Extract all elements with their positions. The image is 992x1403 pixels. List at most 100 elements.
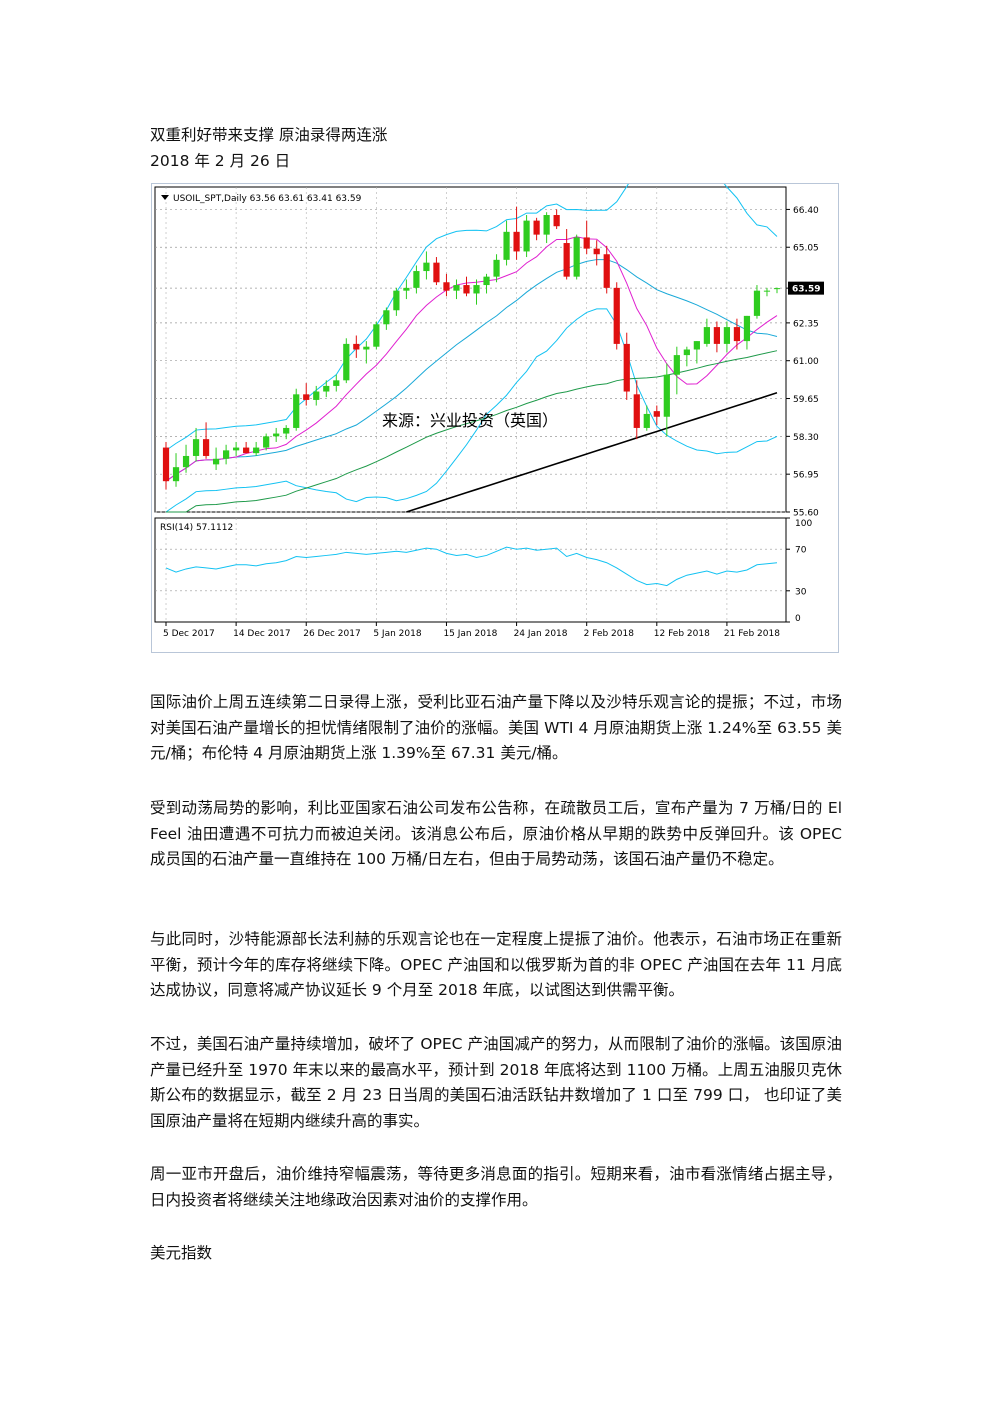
bollinger-upper-line bbox=[165, 184, 778, 451]
candle-body bbox=[603, 254, 610, 288]
price-tick-label: 59.65 bbox=[793, 395, 819, 405]
candle-body bbox=[673, 355, 680, 375]
price-chart: 66.40 65.05 62.35 61.00 59.65 58.30 56.95 55.60… bbox=[151, 183, 839, 653]
candle-body bbox=[453, 285, 460, 291]
candle-body bbox=[403, 287, 410, 291]
candle-body bbox=[443, 282, 450, 291]
candle-body bbox=[623, 343, 630, 392]
candle-body bbox=[663, 374, 670, 417]
date-tick-label: 12 Feb 2018 bbox=[654, 629, 710, 639]
candle-body bbox=[463, 285, 470, 294]
date-tick-label: 21 Feb 2018 bbox=[724, 629, 780, 639]
paragraph: 与此同时，沙特能源部长法利赫的乐观言论也在一定程度上提振了油价。他表示，石油市场… bbox=[150, 930, 842, 999]
candle-body bbox=[202, 439, 210, 456]
price-tick-label: 58.30 bbox=[793, 433, 819, 443]
paragraph: 周一亚市开盘后，油价维持窄幅震荡，等待更多消息面的指引。短期来看，油市看涨情绪占… bbox=[150, 1165, 842, 1209]
date-tick-label: 24 Jan 2018 bbox=[514, 629, 568, 639]
candle-body bbox=[172, 467, 180, 482]
candle-body bbox=[643, 413, 650, 428]
candle-body bbox=[253, 447, 260, 454]
candle-body bbox=[583, 237, 590, 249]
chart-watermark: 来源：兴业投资（英国） bbox=[382, 411, 558, 430]
candle-body bbox=[333, 380, 340, 386]
candle-body bbox=[543, 215, 550, 235]
date-tick-label: 5 Jan 2018 bbox=[373, 629, 421, 639]
candle-body bbox=[513, 231, 520, 252]
candle-body bbox=[703, 327, 710, 344]
candle-body bbox=[753, 290, 761, 316]
candle-body bbox=[212, 458, 220, 465]
candle-body bbox=[243, 447, 250, 454]
section-heading: 美元指数 bbox=[150, 1244, 213, 1262]
paragraph: 受到动荡局势的影响，利比亚国家石油公司发布公告称，在疏散员工后，宣布产量为 7 … bbox=[150, 799, 842, 868]
candle-body bbox=[563, 243, 570, 277]
candle-body bbox=[383, 310, 390, 325]
price-tick-label: 55.60 bbox=[793, 509, 819, 519]
candle-body bbox=[773, 288, 781, 290]
candle-body bbox=[303, 394, 310, 400]
paragraph: 国际油价上周五连续第二日录得上涨，受利比亚石油产量下降以及沙特乐观言论的提振；不… bbox=[150, 693, 842, 762]
candle-body bbox=[493, 259, 500, 277]
candle-body bbox=[293, 394, 300, 428]
candle-body bbox=[613, 287, 620, 344]
rsi-label: RSI(14) 57.1112 bbox=[160, 523, 233, 533]
candle-body bbox=[162, 447, 170, 482]
rsi-panel bbox=[154, 517, 787, 623]
candle-body bbox=[363, 346, 370, 350]
candle-body bbox=[343, 343, 350, 381]
candle-body bbox=[593, 248, 600, 255]
price-tick-label: 61.00 bbox=[793, 357, 819, 367]
rsi-tick-label: 100 bbox=[795, 519, 812, 529]
candle-body bbox=[723, 327, 731, 344]
chart-header: USOIL_SPT,Daily 63.56 63.61 63.41 63.59 bbox=[173, 194, 362, 204]
bollinger-lower-line bbox=[165, 308, 778, 513]
price-tick-label: 65.05 bbox=[793, 244, 819, 254]
candle-body bbox=[353, 343, 360, 350]
price-tick-label: 66.40 bbox=[793, 206, 819, 216]
candle-body bbox=[393, 290, 400, 311]
date-tick-label: 26 Dec 2017 bbox=[303, 629, 361, 639]
candle-body bbox=[743, 315, 751, 342]
current-price-label: 63.59 bbox=[792, 285, 820, 295]
current-price-box bbox=[788, 281, 824, 295]
paragraph: 不过，美国石油产量持续增加，破坏了 OPEC 产油国减产的努力，从而限制了油价的… bbox=[150, 1035, 842, 1130]
candle-body bbox=[413, 271, 420, 288]
ma-black-line bbox=[406, 392, 778, 513]
candle-body bbox=[273, 433, 280, 437]
price-tick-label: 56.95 bbox=[793, 471, 819, 481]
candle-body bbox=[473, 285, 480, 294]
candle-body bbox=[323, 385, 330, 392]
candle-body bbox=[533, 220, 540, 235]
date-tick-label: 14 Dec 2017 bbox=[233, 629, 291, 639]
price-panel bbox=[154, 186, 787, 513]
rsi-tick-label: 30 bbox=[795, 587, 807, 597]
date-tick-label: 15 Jan 2018 bbox=[443, 629, 497, 639]
candle-body bbox=[192, 439, 200, 456]
candle-body bbox=[553, 215, 560, 227]
candle-body bbox=[713, 327, 721, 344]
candle-body bbox=[573, 237, 580, 277]
candle-body bbox=[683, 349, 690, 356]
candle-body bbox=[373, 324, 380, 347]
candle-body bbox=[523, 220, 530, 252]
article-title: 双重利好带来支撑 原油录得两连涨 bbox=[150, 126, 388, 144]
rsi-tick-label: 70 bbox=[795, 546, 807, 556]
chart-canvas: 66.40 65.05 62.35 61.00 59.65 58.30 56.95 55.60… bbox=[154, 184, 824, 639]
candle-body bbox=[763, 290, 771, 292]
candle-body bbox=[263, 436, 270, 448]
rsi-tick-label: 0 bbox=[795, 614, 801, 624]
candle-body bbox=[313, 391, 320, 400]
candle-body bbox=[283, 427, 290, 434]
rsi-line bbox=[165, 546, 778, 587]
candle-body bbox=[733, 327, 741, 342]
candle-body bbox=[233, 447, 240, 451]
candle-body bbox=[503, 231, 510, 260]
candle-body bbox=[222, 450, 230, 459]
candle-body bbox=[423, 262, 430, 272]
candle-body bbox=[693, 341, 700, 350]
article-date: 2018 年 2 月 26 日 bbox=[150, 152, 291, 170]
candle-body bbox=[653, 411, 660, 417]
dropdown-arrow-icon bbox=[161, 195, 169, 200]
candle-body bbox=[483, 276, 490, 286]
date-tick-label: 5 Dec 2017 bbox=[163, 629, 215, 639]
